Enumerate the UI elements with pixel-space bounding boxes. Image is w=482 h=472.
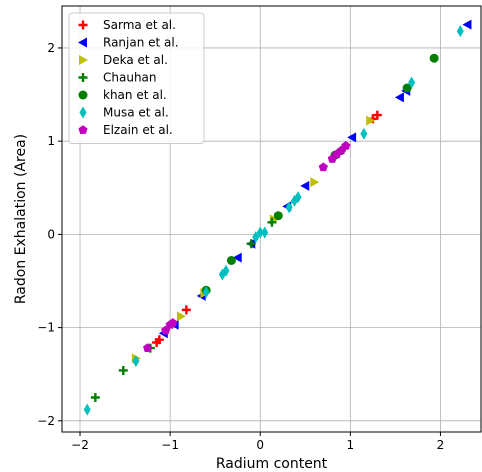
legend-entry: Musa et al. <box>79 106 169 120</box>
data-point <box>402 83 412 93</box>
data-point <box>456 25 464 38</box>
series-sarma-et-al <box>152 110 382 348</box>
data-point <box>372 110 382 120</box>
data-point <box>261 226 269 239</box>
data-point <box>429 53 439 63</box>
legend-marker <box>78 125 88 134</box>
data-point <box>394 92 404 103</box>
data-point <box>285 201 293 214</box>
legend-marker <box>78 90 88 100</box>
data-point <box>176 311 186 322</box>
data-point <box>132 355 140 368</box>
data-point <box>341 141 351 150</box>
legend-entry: Sarma et al. <box>78 18 176 32</box>
legend-entry: Chauhan <box>78 71 157 85</box>
y-tick-label: 0 <box>47 227 55 241</box>
legend-entry: Ranjan et al. <box>78 36 179 50</box>
data-point <box>252 231 260 244</box>
legend-box <box>68 12 205 144</box>
data-point <box>256 226 264 239</box>
data-point <box>267 217 277 227</box>
data-points <box>83 19 472 416</box>
data-point <box>246 239 256 249</box>
legend-marker <box>78 37 87 48</box>
data-point <box>310 177 320 188</box>
legend-label: Chauhan <box>103 71 157 85</box>
data-point <box>181 305 191 315</box>
legend-entry: Elzain et al. <box>78 123 173 137</box>
data-point <box>347 132 357 143</box>
y-tick-label: −2 <box>37 414 55 428</box>
legend-entry: Deka et al. <box>79 53 168 67</box>
axis-ticks: −2 −1 0 1 2 −2 −1 0 1 2 <box>37 41 444 452</box>
series-musa-et-al <box>83 25 464 416</box>
x-tick-label: −1 <box>161 438 179 452</box>
y-tick-label: 2 <box>47 41 55 55</box>
data-point <box>462 19 472 30</box>
data-point <box>222 264 230 277</box>
data-point <box>118 365 128 375</box>
legend-label: Deka et al. <box>103 53 168 67</box>
data-point <box>318 162 328 172</box>
legend-label: Musa et al. <box>103 106 169 120</box>
x-tick-label: −2 <box>71 438 89 452</box>
data-point <box>300 180 310 191</box>
data-point <box>226 255 236 265</box>
y-tick-label: 1 <box>47 134 55 148</box>
series-elzain-et-al <box>143 141 351 352</box>
data-point <box>90 393 100 403</box>
x-tick-label: 2 <box>437 438 445 452</box>
legend-marker <box>79 55 88 65</box>
legend-marker <box>78 73 88 82</box>
plot-frame <box>61 5 482 433</box>
data-point <box>294 191 302 204</box>
data-point <box>152 338 162 348</box>
data-point <box>168 318 178 327</box>
data-point <box>273 211 283 221</box>
legend-marker <box>78 20 88 30</box>
legend-label: khan et al. <box>103 88 167 102</box>
legend-label: Sarma et al. <box>103 18 176 32</box>
legend-entry: khan et al. <box>78 88 167 102</box>
legend-label: Elzain et al. <box>103 123 173 137</box>
data-point <box>360 127 368 140</box>
data-point <box>202 286 210 299</box>
x-tick-label: 1 <box>347 438 355 452</box>
data-point <box>408 76 416 89</box>
x-axis-label: Radium content <box>216 456 328 472</box>
data-point <box>143 343 153 352</box>
y-tick-label: −1 <box>37 321 55 335</box>
x-tick-label: 0 <box>256 438 264 452</box>
legend: Sarma et al. Ranjan et al. Deka et al. Chau… <box>68 12 205 144</box>
legend-marker <box>79 106 87 119</box>
legend-label: Ranjan et al. <box>103 36 179 50</box>
data-point <box>83 403 91 416</box>
data-point <box>232 252 242 263</box>
data-point <box>366 115 376 126</box>
y-axis-label: Radon Exhalation (Area) <box>13 134 29 304</box>
data-point <box>161 325 171 335</box>
